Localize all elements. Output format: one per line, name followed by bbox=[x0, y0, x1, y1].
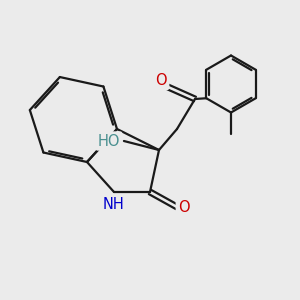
Text: O: O bbox=[178, 200, 189, 214]
Text: HO: HO bbox=[98, 134, 120, 148]
Text: NH: NH bbox=[103, 197, 125, 212]
Text: O: O bbox=[156, 73, 167, 88]
